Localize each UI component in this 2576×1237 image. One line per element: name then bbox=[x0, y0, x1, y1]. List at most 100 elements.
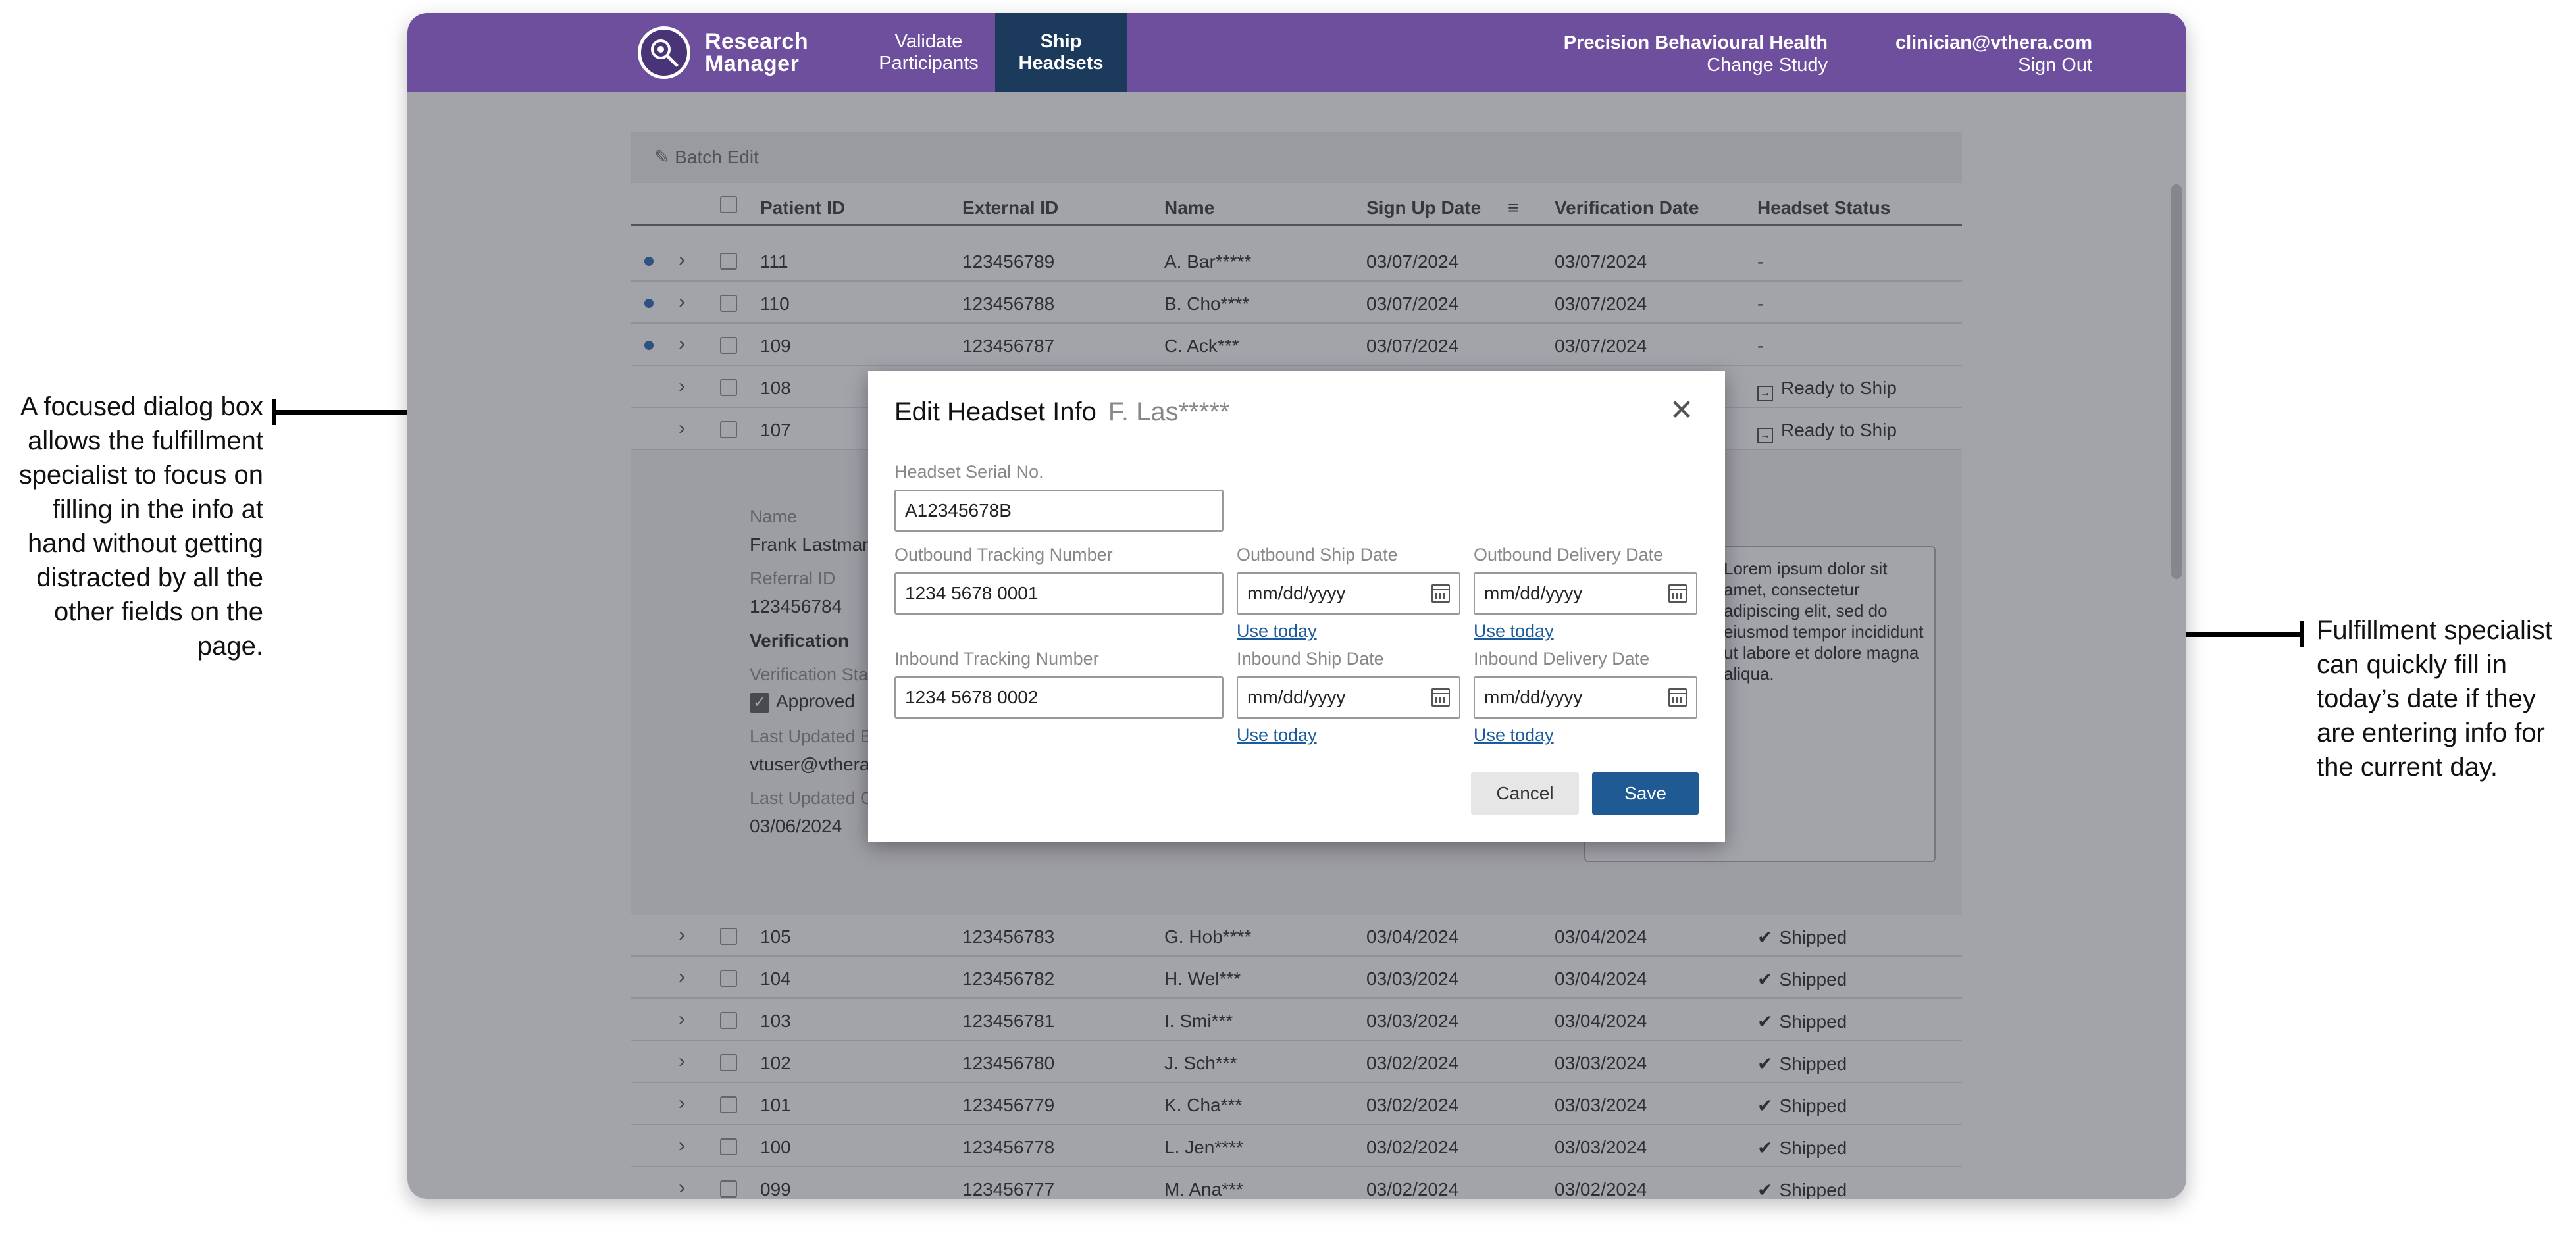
serial-label: Headset Serial No. bbox=[894, 462, 1044, 482]
calendar-icon[interactable] bbox=[1668, 584, 1687, 603]
calendar-icon[interactable] bbox=[1431, 584, 1450, 603]
status-text: Ready to Ship bbox=[1781, 420, 1897, 440]
chevron-right-icon[interactable]: › bbox=[679, 333, 685, 355]
cell-patient-id: 099 bbox=[760, 1179, 791, 1199]
cell-sign-up-date: 03/02/2024 bbox=[1366, 1053, 1459, 1073]
save-button[interactable]: Save bbox=[1592, 772, 1699, 815]
chevron-right-icon[interactable]: › bbox=[679, 249, 685, 270]
dialog-title-text: Edit Headset Info bbox=[894, 397, 1096, 426]
cell-external-id: 123456779 bbox=[962, 1095, 1055, 1115]
chevron-right-icon[interactable]: › bbox=[679, 417, 685, 439]
chevron-right-icon[interactable]: › bbox=[679, 375, 685, 397]
cell-patient-id: 108 bbox=[760, 378, 791, 398]
inbound-delivery-use-today[interactable]: Use today bbox=[1474, 725, 1554, 745]
detail-approved-checkbox[interactable]: ✓ Approved bbox=[750, 691, 855, 713]
inbound-tracking-input[interactable]: 1234 5678 0002 bbox=[894, 676, 1224, 719]
chevron-right-icon[interactable]: › bbox=[679, 1050, 685, 1072]
outbound-delivery-use-today[interactable]: Use today bbox=[1474, 621, 1554, 641]
outbound-delivery-date-input[interactable]: mm/dd/yyyy bbox=[1474, 572, 1697, 615]
cell-sign-up-date: 03/02/2024 bbox=[1366, 1137, 1459, 1157]
col-external-id[interactable]: External ID bbox=[962, 197, 1059, 218]
checkmark-icon: ✔ bbox=[1757, 969, 1773, 990]
table-row[interactable]: › 102 123456780 J. Sch*** 03/02/2024 03/03/20… bbox=[631, 1041, 1962, 1083]
row-checkbox[interactable] bbox=[720, 1096, 737, 1113]
table-row[interactable]: › 100 123456778 L. Jen**** 03/02/2024 03/03/2… bbox=[631, 1125, 1962, 1167]
row-checkbox[interactable] bbox=[720, 253, 737, 270]
table-row[interactable]: › 104 123456782 H. Wel*** 03/03/2024 03/04/20… bbox=[631, 957, 1962, 999]
serial-input[interactable]: A12345678B bbox=[894, 490, 1224, 532]
chevron-right-icon[interactable]: › bbox=[679, 1176, 685, 1198]
change-study-link[interactable]: Change Study bbox=[1707, 55, 1828, 76]
cell-external-id: 123456789 bbox=[962, 251, 1055, 272]
inbound-ship-date-input[interactable]: mm/dd/yyyy bbox=[1237, 676, 1460, 719]
cell-headset-status: - bbox=[1757, 293, 1763, 315]
top-bar: Research Manager Validate Participants S… bbox=[407, 13, 2186, 92]
cancel-button[interactable]: Cancel bbox=[1471, 772, 1579, 815]
outbound-ship-date-input[interactable]: mm/dd/yyyy bbox=[1237, 572, 1460, 615]
table-row[interactable]: › 099 123456777 M. Ana*** 03/02/2024 03/02/20… bbox=[631, 1167, 1962, 1199]
detail-name-label: Name bbox=[750, 507, 798, 526]
row-checkbox[interactable] bbox=[720, 421, 737, 438]
sign-out-link[interactable]: Sign Out bbox=[2018, 55, 2092, 76]
inbound-delivery-date-label: Inbound Delivery Date bbox=[1474, 649, 1650, 669]
chevron-right-icon[interactable]: › bbox=[679, 966, 685, 988]
table-row[interactable]: › 105 123456783 G. Hob**** 03/04/2024 03/04/2… bbox=[631, 915, 1962, 957]
table-row[interactable]: › 103 123456781 I. Smi*** 03/03/2024 03/04/20… bbox=[631, 999, 1962, 1041]
cell-verification-date: 03/04/2024 bbox=[1555, 926, 1647, 947]
status-text: - bbox=[1757, 336, 1764, 356]
row-checkbox[interactable] bbox=[720, 295, 737, 312]
cell-verification-date: 03/07/2024 bbox=[1555, 293, 1647, 314]
nav-ship-headsets[interactable]: Ship Headsets bbox=[995, 13, 1127, 92]
outbound-ship-use-today[interactable]: Use today bbox=[1237, 621, 1317, 641]
row-checkbox[interactable] bbox=[720, 928, 737, 945]
chevron-right-icon[interactable]: › bbox=[679, 1092, 685, 1114]
status-text: Shipped bbox=[1779, 1138, 1847, 1158]
row-checkbox[interactable] bbox=[720, 1138, 737, 1155]
chevron-right-icon[interactable]: › bbox=[679, 291, 685, 313]
row-checkbox[interactable] bbox=[720, 379, 737, 396]
chevron-right-icon[interactable]: › bbox=[679, 1134, 685, 1156]
row-checkbox[interactable] bbox=[720, 1054, 737, 1071]
cell-patient-id: 102 bbox=[760, 1053, 791, 1073]
row-checkbox[interactable] bbox=[720, 337, 737, 354]
batch-edit-button[interactable]: ✎ Batch Edit bbox=[631, 132, 1962, 183]
select-all-checkbox[interactable] bbox=[720, 196, 737, 213]
inbound-delivery-date-input[interactable]: mm/dd/yyyy bbox=[1474, 676, 1697, 719]
date-placeholder: mm/dd/yyyy bbox=[1247, 583, 1346, 603]
calendar-icon[interactable] bbox=[1668, 688, 1687, 707]
close-icon[interactable]: ✕ bbox=[1669, 394, 1694, 426]
cell-patient-id: 100 bbox=[760, 1137, 791, 1157]
col-patient-id[interactable]: Patient ID bbox=[760, 197, 846, 218]
col-sign-up-date[interactable]: Sign Up Date bbox=[1366, 197, 1481, 218]
calendar-icon[interactable] bbox=[1431, 688, 1450, 707]
col-verification-date[interactable]: Verification Date bbox=[1555, 197, 1699, 218]
row-checkbox[interactable] bbox=[720, 970, 737, 987]
checkmark-icon: ✔ bbox=[1757, 1138, 1773, 1158]
col-name[interactable]: Name bbox=[1164, 197, 1215, 218]
dialog-title: Edit Headset Info F. Las***** bbox=[894, 397, 1229, 427]
row-checkbox[interactable] bbox=[720, 1180, 737, 1198]
cell-name: K. Cha*** bbox=[1164, 1095, 1243, 1115]
table-row[interactable]: › 110 123456788 B. Cho**** 03/07/2024 03/07/2… bbox=[631, 282, 1962, 324]
new-indicator-icon bbox=[644, 299, 654, 308]
sort-icon[interactable]: ≡ bbox=[1508, 197, 1519, 218]
chevron-right-icon[interactable]: › bbox=[679, 1008, 685, 1030]
vertical-scrollbar[interactable] bbox=[2171, 184, 2182, 579]
ship-box-icon: → bbox=[1757, 386, 1773, 401]
cell-patient-id: 111 bbox=[760, 251, 788, 272]
cell-name: H. Wel*** bbox=[1164, 969, 1241, 989]
chevron-right-icon[interactable]: › bbox=[679, 924, 685, 946]
table-row[interactable]: › 111 123456789 A. Bar***** 03/07/2024 03/07/… bbox=[631, 240, 1962, 282]
inbound-ship-use-today[interactable]: Use today bbox=[1237, 725, 1317, 745]
new-indicator-icon bbox=[644, 341, 654, 350]
dialog-patient-name: F. Las***** bbox=[1108, 397, 1230, 426]
row-checkbox[interactable] bbox=[720, 1012, 737, 1029]
cell-name: L. Jen**** bbox=[1164, 1137, 1243, 1157]
outbound-tracking-input[interactable]: 1234 5678 0001 bbox=[894, 572, 1224, 615]
col-headset-status[interactable]: Headset Status bbox=[1757, 197, 1891, 218]
logo-wordmark: Research Manager bbox=[705, 30, 808, 75]
table-row[interactable]: › 101 123456779 K. Cha*** 03/02/2024 03/03/20… bbox=[631, 1083, 1962, 1125]
table-row[interactable]: › 109 123456787 C. Ack*** 03/07/2024 03/07/20… bbox=[631, 324, 1962, 366]
nav-validate-participants[interactable]: Validate Participants bbox=[879, 31, 979, 74]
ship-box-icon: → bbox=[1757, 428, 1773, 443]
